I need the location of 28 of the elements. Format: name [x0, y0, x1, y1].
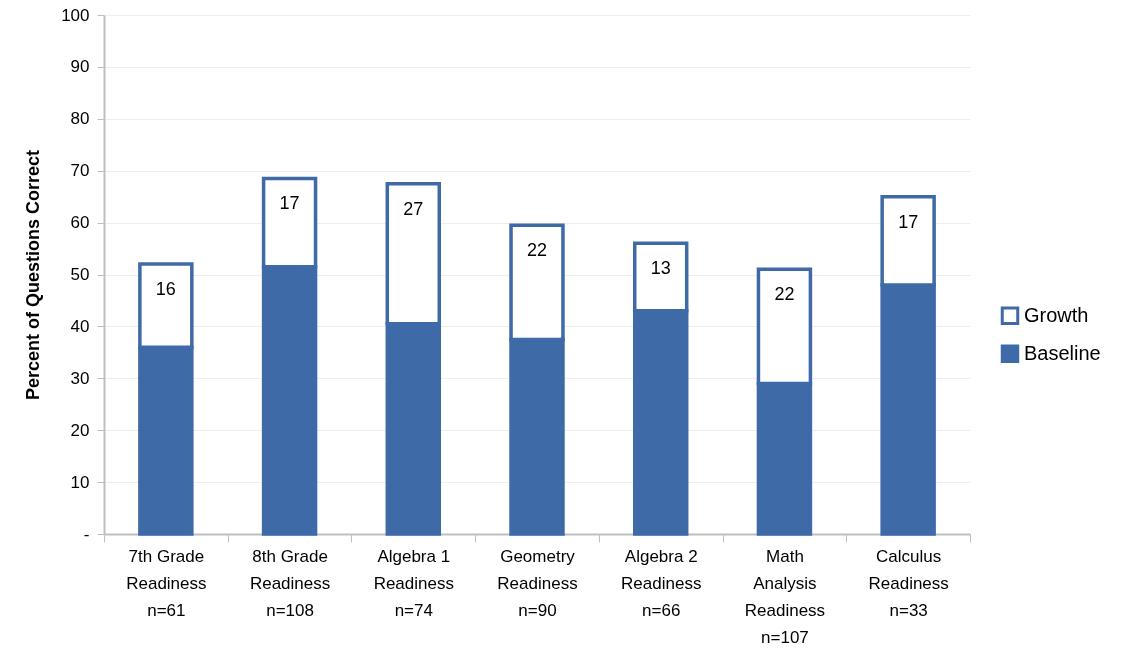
- y-tick-label: 60: [70, 213, 90, 233]
- data-label: 17: [898, 211, 919, 232]
- x-tick-label: Algebra 2 Readiness n=66: [621, 546, 702, 620]
- data-label: 22: [526, 240, 548, 261]
- legend-label: Growth: [1024, 303, 1089, 326]
- y-tick-label: 100: [61, 5, 90, 25]
- x-tick-label: 7th Grade Readiness n=61: [126, 546, 207, 620]
- y-tick-label: 90: [70, 57, 90, 77]
- y-axis-title: Percent of Questions Correct: [23, 149, 44, 401]
- y-tick-label: 10: [70, 472, 90, 492]
- y-tick-label: 70: [70, 161, 90, 181]
- x-tick-label: 8th Grade Readiness n=108: [249, 546, 331, 620]
- data-label: 17: [279, 193, 300, 214]
- data-label: 13: [650, 258, 671, 279]
- y-tick-label: 20: [70, 420, 90, 440]
- x-tick-label: Geometry Readiness n=90: [497, 546, 578, 620]
- y-tick-label: 80: [70, 109, 90, 129]
- x-tick-label: Calculus Readiness n=33: [868, 546, 949, 620]
- x-tick-label: Math Analysis Readiness n=107: [744, 546, 826, 647]
- legend-label: Baseline: [1024, 341, 1101, 364]
- y-tick-label: 40: [70, 316, 90, 336]
- y-tick-label: -: [83, 524, 90, 544]
- data-label: 27: [403, 198, 424, 219]
- y-tick-label: 50: [70, 265, 90, 284]
- x-tick-label: Algebra 1 Readiness n=74: [373, 546, 454, 620]
- y-tick-label: 30: [70, 368, 90, 388]
- data-label: 16: [155, 279, 176, 300]
- data-label: 22: [774, 284, 795, 305]
